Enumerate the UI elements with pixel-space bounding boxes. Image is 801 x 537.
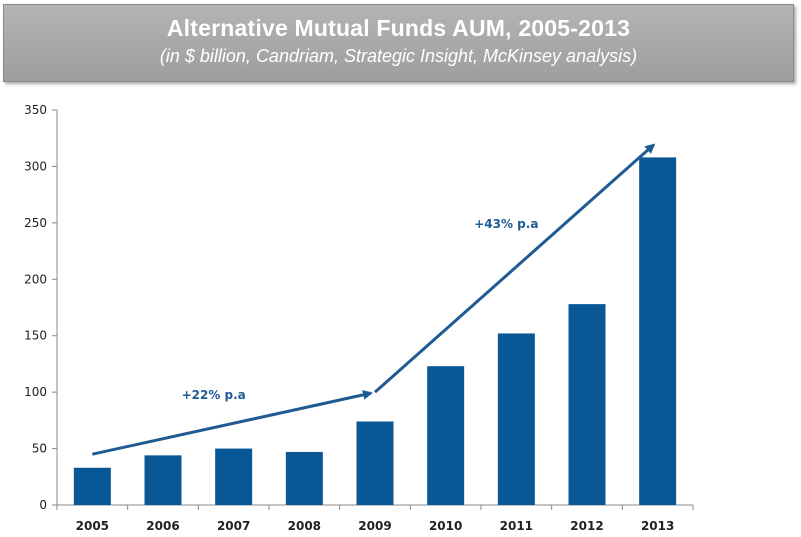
- bar-2007: [215, 448, 253, 505]
- bar-2012: [568, 304, 606, 505]
- growth-annotation-2: +43% p.a: [474, 217, 538, 231]
- bar-2010: [427, 366, 465, 505]
- y-tick-label: 350: [24, 103, 47, 117]
- bar-2005: [73, 467, 111, 505]
- y-tick-label: 50: [32, 442, 47, 456]
- x-tick-label: 2005: [76, 519, 109, 533]
- growth-arrow-2: [374, 143, 656, 394]
- x-tick-label: 2008: [288, 519, 321, 533]
- growth-annotation-1: +22% p.a: [182, 388, 246, 402]
- y-tick-label: 250: [24, 216, 47, 230]
- bar-2008: [285, 451, 323, 505]
- x-tick-label: 2009: [358, 519, 391, 533]
- y-tick-label: 200: [24, 272, 47, 286]
- y-tick-label: 150: [24, 329, 47, 343]
- x-tick-label: 2013: [641, 519, 674, 533]
- growth-arrow-1: [92, 389, 373, 456]
- bar-2011: [497, 333, 535, 505]
- x-tick-label: 2007: [217, 519, 250, 533]
- y-tick-label: 0: [39, 498, 47, 512]
- x-tick-label: 2006: [146, 519, 179, 533]
- bar-2006: [144, 455, 182, 505]
- y-tick-label: 300: [24, 159, 47, 173]
- bar-2009: [356, 421, 394, 505]
- chart-title: Alternative Mutual Funds AUM, 2005-2013: [166, 15, 631, 41]
- x-tick-label: 2012: [570, 519, 603, 533]
- bar-2013: [639, 157, 677, 505]
- chart-subtitle: (in $ billion, Candriam, Strategic Insig…: [159, 46, 638, 66]
- x-tick-label: 2010: [429, 519, 462, 533]
- chart-title-banner: Alternative Mutual Funds AUM, 2005-2013 …: [3, 4, 794, 82]
- y-tick-label: 100: [24, 385, 47, 399]
- x-tick-label: 2011: [500, 519, 533, 533]
